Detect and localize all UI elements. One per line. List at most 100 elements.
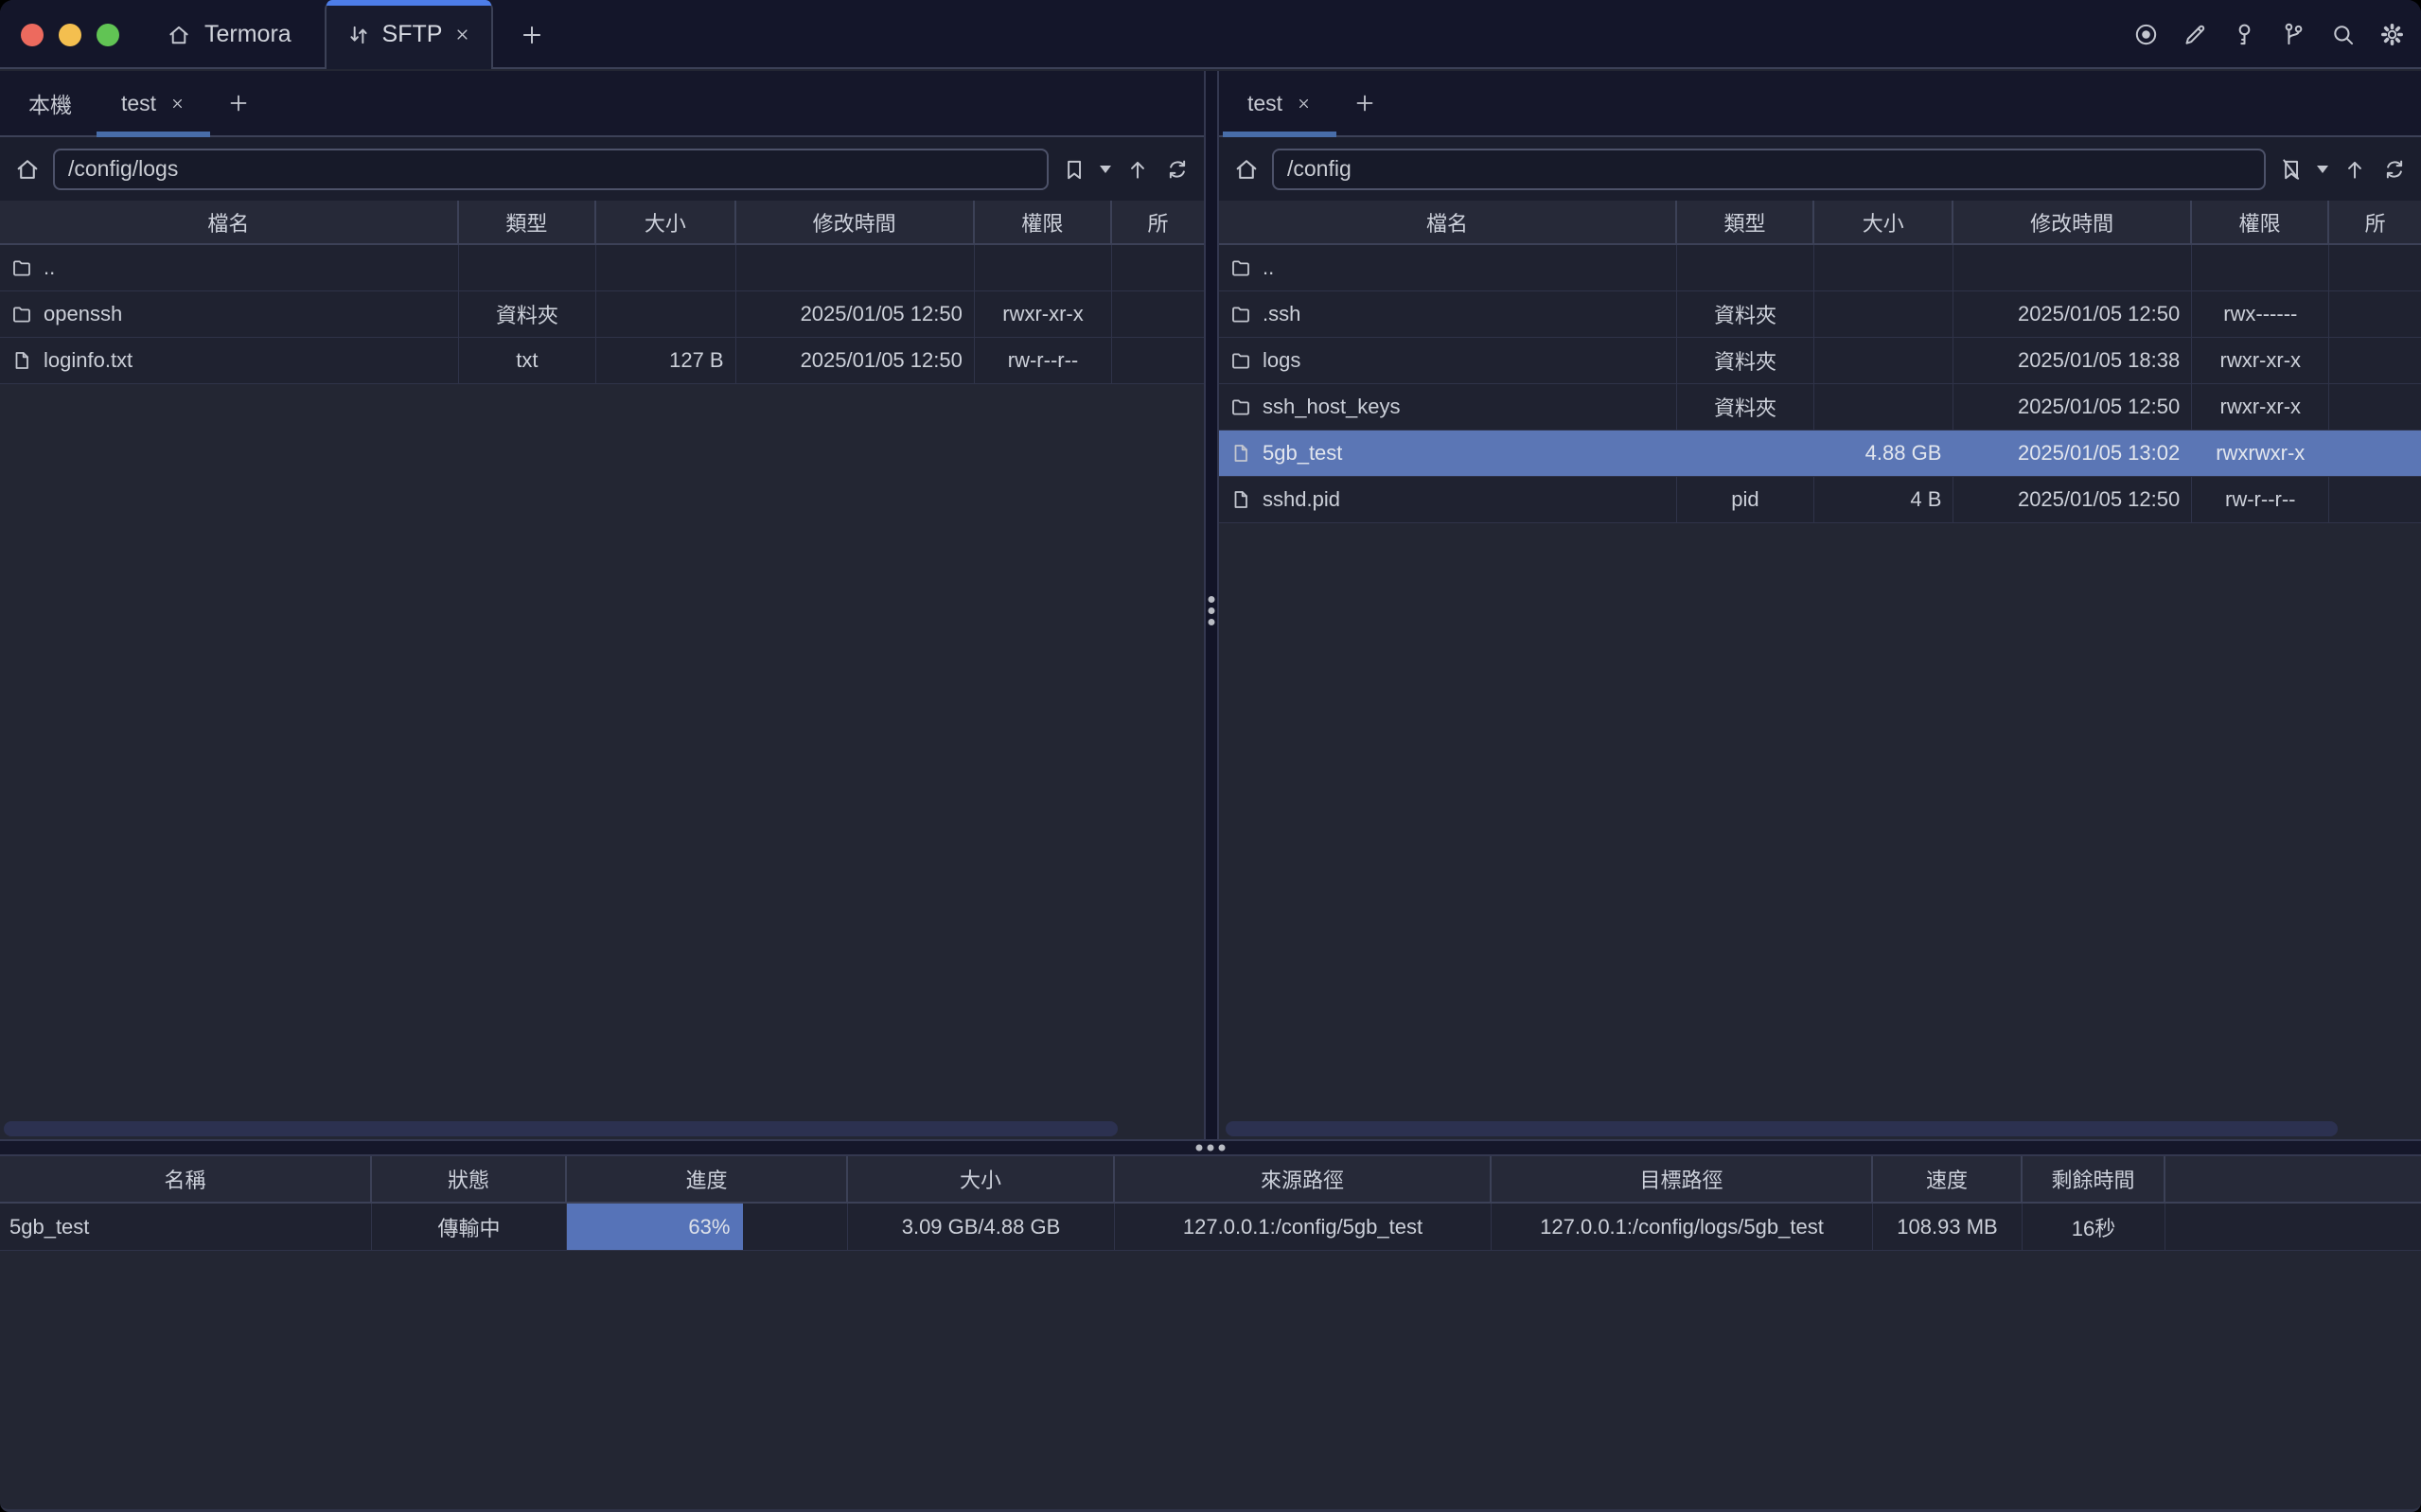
- sftp-panes: 本機 test 檔名 類型 大小: [0, 71, 2421, 1139]
- branch-icon[interactable]: [2281, 22, 2306, 47]
- left-pane: 本機 test 檔名 類型 大小: [0, 71, 1204, 1139]
- file-icon: [11, 350, 32, 371]
- file-row[interactable]: logs 資料夾 2025/01/05 18:38 rwxr-xr-x: [1219, 338, 2421, 384]
- pane-tab-label: 本機: [28, 93, 72, 117]
- column-header-eta[interactable]: 剩餘時間: [2023, 1156, 2165, 1202]
- plus-icon: [1353, 92, 1376, 114]
- plus-icon: [520, 23, 544, 47]
- file-row[interactable]: sshd.pid pid 4 B 2025/01/05 12:50 rw-r--…: [1219, 477, 2421, 523]
- path-input[interactable]: [1272, 148, 2266, 190]
- tab-sftp[interactable]: SFTP: [325, 0, 493, 69]
- transfer-row[interactable]: 5gb_test 傳輸中 63% 3.09 GB/4.88 GB 127.0.0…: [0, 1204, 2421, 1251]
- file-row[interactable]: loginfo.txt txt 127 B 2025/01/05 12:50 r…: [0, 338, 1204, 384]
- transfer-panel-splitter[interactable]: [0, 1139, 2421, 1156]
- bookmark-button[interactable]: [1058, 157, 1088, 182]
- transfer-status: 傳輸中: [372, 1204, 567, 1250]
- column-header-mtime[interactable]: 修改時間: [1953, 201, 2192, 243]
- titlebar: Termora SFTP: [0, 0, 2421, 69]
- column-header-type[interactable]: 類型: [1677, 201, 1815, 243]
- home-button[interactable]: [1230, 156, 1263, 183]
- file-row-selected[interactable]: 5gb_test 4.88 GB 2025/01/05 13:02 rwxrwx…: [1219, 431, 2421, 477]
- pane-tab-test[interactable]: test: [97, 71, 211, 137]
- pane-new-tab-button[interactable]: [1336, 71, 1393, 135]
- column-header-source[interactable]: 來源路徑: [1115, 1156, 1492, 1202]
- plus-icon: [227, 92, 250, 114]
- arrow-up-icon: [2342, 157, 2367, 182]
- right-pane-tabs: test: [1219, 71, 2421, 137]
- horizontal-scrollbar-thumb[interactable]: [1226, 1121, 2338, 1136]
- file-name: sshd.pid: [1263, 487, 1340, 511]
- transfer-name: 5gb_test: [0, 1204, 372, 1250]
- parent-directory-button[interactable]: [1122, 157, 1153, 182]
- file-name: ..: [44, 255, 56, 279]
- traffic-lights: [21, 0, 119, 69]
- settings-gear-icon[interactable]: [2379, 22, 2405, 47]
- bookmark-remove-button[interactable]: [2275, 157, 2306, 182]
- column-header-name[interactable]: 檔名: [0, 201, 459, 243]
- transfer-speed: 108.93 MB: [1873, 1204, 2023, 1250]
- column-header-progress[interactable]: 進度: [567, 1156, 848, 1202]
- path-input[interactable]: [53, 148, 1049, 190]
- column-header-owner[interactable]: 所: [2364, 211, 2386, 236]
- column-header-type[interactable]: 類型: [459, 201, 597, 243]
- tab-termora[interactable]: Termora: [142, 0, 316, 69]
- file-name: 5gb_test: [1263, 441, 1343, 465]
- app-tab-label: Termora: [204, 21, 292, 47]
- file-row[interactable]: openssh 資料夾 2025/01/05 12:50 rwxr-xr-x: [0, 291, 1204, 338]
- right-pane: test 檔名 類型 大小 修改時間 權限: [1219, 71, 2421, 1139]
- record-icon[interactable]: [2133, 22, 2159, 47]
- file-table-header: 檔名 類型 大小 修改時間 權限 所: [0, 201, 1204, 245]
- column-header-name[interactable]: 檔名: [1219, 201, 1677, 243]
- file-row[interactable]: .ssh 資料夾 2025/01/05 12:50 rwx------: [1219, 291, 2421, 338]
- pane-tab-label: test: [121, 90, 157, 115]
- chevron-down-icon[interactable]: [2317, 165, 2328, 173]
- pane-splitter[interactable]: [1204, 71, 1219, 1139]
- close-window-button[interactable]: [21, 23, 44, 46]
- pane-new-tab-button[interactable]: [210, 71, 267, 135]
- new-window-tab-button[interactable]: [502, 0, 562, 69]
- transfer-progress-label: 63%: [688, 1214, 731, 1239]
- parent-directory-button[interactable]: [2340, 157, 2370, 182]
- transfer-arrows-icon: [346, 23, 371, 47]
- file-row[interactable]: ..: [0, 245, 1204, 291]
- home-button[interactable]: [11, 156, 44, 183]
- column-header-name[interactable]: 名稱: [0, 1156, 372, 1202]
- column-header-perm[interactable]: 權限: [2192, 201, 2330, 243]
- transfer-table-header: 名稱 狀態 進度 大小 來源路徑 目標路徑 速度 剩餘時間: [0, 1156, 2421, 1204]
- column-header-perm[interactable]: 權限: [975, 201, 1113, 243]
- column-header-mtime[interactable]: 修改時間: [736, 201, 975, 243]
- file-name: loginfo.txt: [44, 348, 133, 372]
- transfer-size: 3.09 GB/4.88 GB: [848, 1204, 1115, 1250]
- close-icon[interactable]: [453, 26, 471, 44]
- splitter-grip-dots: [1208, 596, 1215, 625]
- column-header-size[interactable]: 大小: [1814, 201, 1954, 243]
- search-icon[interactable]: [2330, 22, 2356, 47]
- file-row[interactable]: ssh_host_keys 資料夾 2025/01/05 12:50 rwxr-…: [1219, 384, 2421, 431]
- refresh-icon: [2382, 157, 2407, 182]
- folder-icon: [11, 304, 32, 325]
- column-header-size[interactable]: 大小: [596, 201, 736, 243]
- refresh-button[interactable]: [2379, 157, 2410, 182]
- pane-tab-test[interactable]: test: [1223, 71, 1337, 137]
- chevron-down-icon[interactable]: [1100, 165, 1111, 173]
- transfer-eta: 16秒: [2023, 1204, 2165, 1250]
- column-header-size[interactable]: 大小: [848, 1156, 1115, 1202]
- column-header-target[interactable]: 目標路徑: [1492, 1156, 1873, 1202]
- folder-icon: [1230, 257, 1251, 278]
- key-icon[interactable]: [2232, 22, 2257, 47]
- refresh-button[interactable]: [1162, 157, 1193, 182]
- pane-tab-local[interactable]: 本機: [4, 71, 97, 135]
- file-name: openssh: [44, 302, 123, 325]
- close-icon[interactable]: [1296, 96, 1312, 112]
- column-header-status[interactable]: 狀態: [372, 1156, 567, 1202]
- left-toolbar: [0, 137, 1204, 201]
- fullscreen-window-button[interactable]: [97, 23, 119, 46]
- edit-icon[interactable]: [2182, 22, 2208, 47]
- column-header-speed[interactable]: 速度: [1873, 1156, 2023, 1202]
- column-header-owner[interactable]: 所: [1147, 211, 1169, 236]
- close-icon[interactable]: [169, 96, 186, 112]
- file-row[interactable]: ..: [1219, 245, 2421, 291]
- file-icon: [1230, 443, 1251, 464]
- minimize-window-button[interactable]: [59, 23, 81, 46]
- horizontal-scrollbar-thumb[interactable]: [4, 1121, 1118, 1136]
